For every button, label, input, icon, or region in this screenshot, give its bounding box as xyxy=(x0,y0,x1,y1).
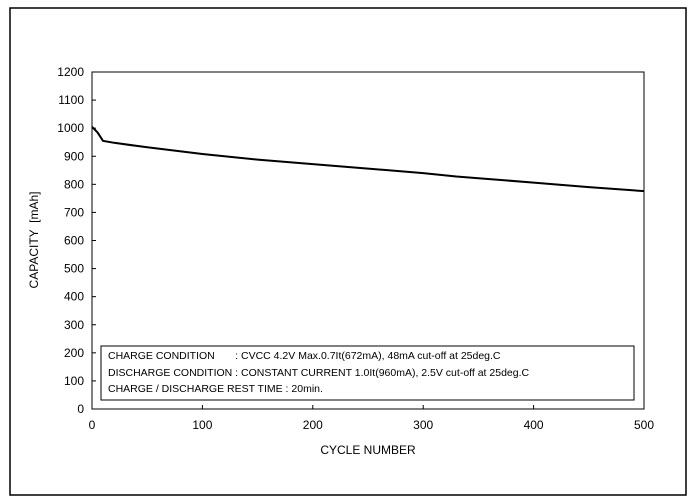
legend-line-rest-time: CHARGE / DISCHARGE REST TIME : 20min. xyxy=(108,383,323,395)
legend-line-discharge: DISCHARGE CONDITION : CONSTANT CURRENT 1… xyxy=(108,367,530,379)
y-tick-label: 400 xyxy=(64,290,84,304)
conditions-legend: CHARGE CONDITION : CVCC 4.2V Max.0.7It(6… xyxy=(100,345,635,401)
y-tick-label: 700 xyxy=(64,205,84,219)
y-tick-label: 800 xyxy=(64,177,84,191)
y-tick-label: 1200 xyxy=(57,65,84,79)
x-tick-label: 500 xyxy=(634,418,654,432)
x-axis-title: CYCLE NUMBER xyxy=(320,443,416,457)
y-tick-label: 600 xyxy=(64,234,84,248)
outer-border xyxy=(9,7,687,496)
x-tick-label: 0 xyxy=(89,418,96,432)
x-axis: 0 100 200 300 400 500 xyxy=(89,405,654,432)
y-tick-label: 0 xyxy=(77,402,84,416)
x-tick-label: 300 xyxy=(413,418,433,432)
y-axis: 0 100 200 300 400 500 600 700 800 900 1000 1100 1200 xyxy=(57,65,96,416)
x-tick-label: 200 xyxy=(303,418,323,432)
y-tick-label: 200 xyxy=(64,346,84,360)
y-tick-label: 1100 xyxy=(58,93,84,107)
x-tick-label: 100 xyxy=(192,418,212,432)
x-tick-label: 400 xyxy=(524,418,544,432)
y-tick-label: 300 xyxy=(64,318,84,332)
y-tick-label: 1000 xyxy=(57,121,84,135)
plot-area: 0100200300400500600700800900100011001200… xyxy=(57,65,654,432)
legend-box xyxy=(100,345,635,401)
y-tick-label: 500 xyxy=(64,262,84,276)
legend-line-charge: CHARGE CONDITION : CVCC 4.2V Max.0.7It(6… xyxy=(108,350,501,362)
y-tick-label: 100 xyxy=(64,374,84,388)
y-axis-title: CAPACITY [mAh] xyxy=(27,192,41,289)
capacity-series-line xyxy=(91,126,645,193)
y-tick-label: 900 xyxy=(64,149,84,163)
